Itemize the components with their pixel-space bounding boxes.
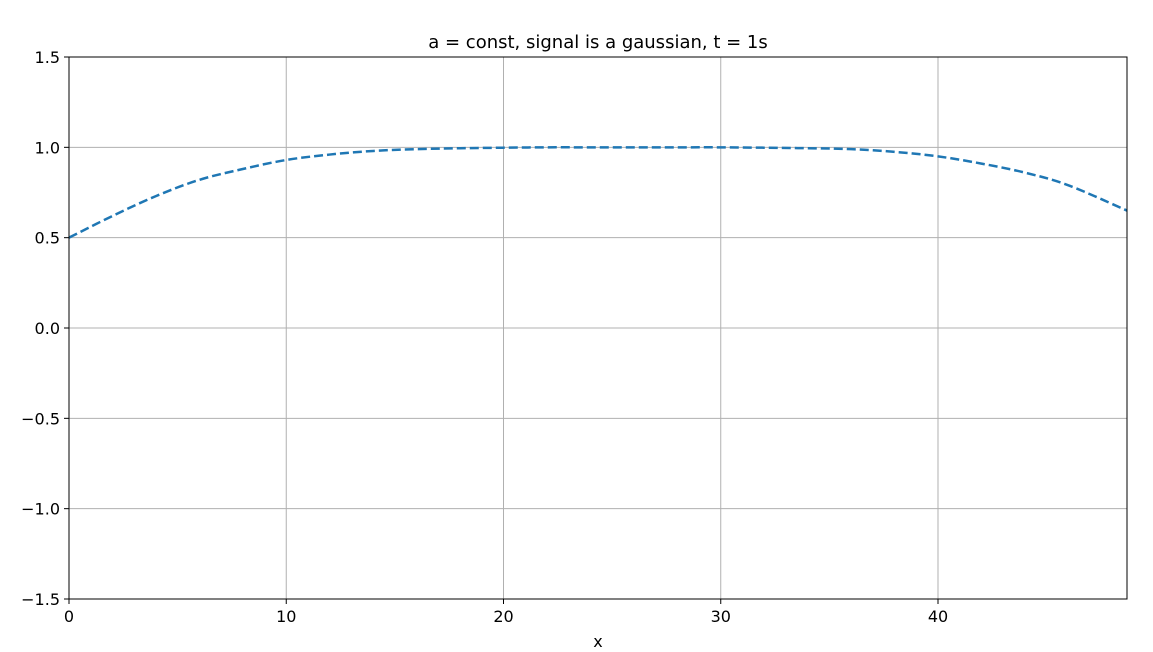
x-axis-label: x <box>593 632 602 651</box>
y-axis: −1.5 −1.0 −0.5 0.0 0.5 1.0 1.5 <box>21 48 69 609</box>
x-tick-label: 20 <box>493 607 513 626</box>
chart-title: a = const, signal is a gaussian, t = 1s <box>428 32 768 53</box>
x-tick-label: 40 <box>928 607 948 626</box>
series-line <box>68 146 1128 239</box>
x-axis: 0 10 20 30 40 <box>64 599 948 626</box>
y-tick-label: −0.5 <box>21 409 60 428</box>
y-tick-label: −1.0 <box>21 500 60 519</box>
series-layer <box>68 146 1128 239</box>
y-tick-label: −1.5 <box>21 590 60 609</box>
x-tick-label: 10 <box>276 607 296 626</box>
y-tick-label: 0.0 <box>35 319 60 338</box>
y-tick-label: 1.0 <box>35 138 60 157</box>
x-tick-label: 30 <box>711 607 731 626</box>
x-tick-label: 0 <box>64 607 74 626</box>
y-tick-label: 1.5 <box>35 48 60 67</box>
y-tick-label: 0.5 <box>35 229 60 248</box>
